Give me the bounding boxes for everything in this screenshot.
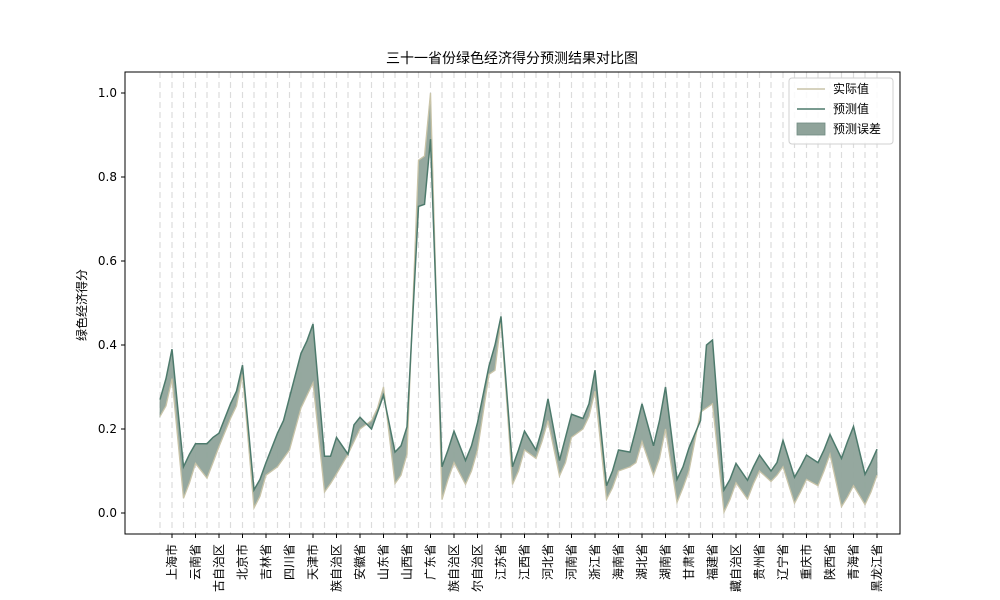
- x-tick-label: 安徽省: [352, 544, 367, 580]
- y-tick-label: 0.0: [98, 506, 117, 520]
- x-tick-label: 湖北省: [634, 544, 649, 580]
- x-tick-label: 福建省: [705, 544, 720, 580]
- x-tick-label: 甘肃省: [682, 544, 696, 580]
- x-tick-layer: 上海市 云南省 古自治区 北京市 吉林省 四川省 天津市 族自治区 安徽省 山东省 山西省 广东省 族自…: [164, 534, 884, 592]
- x-tick-label: 湖南省: [658, 544, 673, 580]
- chart-title: 三十一省份绿色经济得分预测结果对比图: [386, 50, 638, 67]
- y-tick-label: 0.6: [98, 254, 117, 268]
- x-tick-label: 重庆市: [799, 544, 814, 580]
- x-tick-label: 云南省: [188, 544, 203, 580]
- series-line-predicted: [159, 139, 878, 493]
- legend-swatch: [796, 122, 826, 136]
- x-tick-label: 江苏省: [494, 544, 508, 580]
- y-tick-layer: 0.0 0.2 0.4 0.6 0.8 1.0: [98, 86, 125, 520]
- x-tick-label: 北京市: [235, 544, 250, 580]
- legend-label: 实际值: [833, 81, 869, 96]
- legend-label: 预测值: [833, 101, 869, 116]
- x-tick-label: 四川省: [283, 544, 297, 580]
- x-tick-label: 古自治区: [211, 544, 226, 592]
- x-tick-label: 海南省: [611, 544, 626, 580]
- x-tick-label: 辽宁省: [775, 544, 790, 580]
- y-tick-label: 0.4: [98, 338, 117, 352]
- x-tick-label: 浙江省: [588, 544, 602, 580]
- plot-area-frame: [124, 71, 901, 535]
- series-line-actual: [159, 92, 878, 515]
- x-tick-label: 青海省: [846, 544, 861, 580]
- series-line-layer: [159, 92, 878, 515]
- x-tick-label: 天津市: [305, 544, 320, 580]
- y-tick-label: 0.8: [98, 170, 117, 184]
- x-tick-label: 上海市: [164, 544, 179, 580]
- x-tick-label: 尔自治区: [470, 544, 485, 592]
- x-tick-label: 族自治区: [447, 544, 461, 592]
- x-tick-label: 族自治区: [330, 544, 344, 592]
- x-tick-label: 山东省: [377, 544, 391, 580]
- x-tick-label: 山西省: [400, 544, 414, 580]
- y-tick-label: 1.0: [98, 86, 117, 100]
- x-tick-label: 黑龙江省: [870, 544, 884, 592]
- x-tick-label: 河南省: [564, 544, 579, 580]
- x-tick-label: 藏自治区: [729, 544, 743, 592]
- x-tick-label: 江西省: [518, 544, 532, 580]
- y-axis-label: 绿色经济得分: [74, 269, 89, 341]
- x-tick-label: 吉林省: [259, 544, 273, 580]
- y-tick-label: 0.2: [98, 422, 117, 436]
- legend-label: 预测误差: [833, 122, 881, 136]
- x-tick-label: 陕西省: [822, 544, 837, 580]
- x-tick-label: 贵州省: [753, 544, 767, 580]
- x-tick-label: 河北省: [541, 544, 555, 580]
- x-tick-label: 广东省: [424, 544, 438, 580]
